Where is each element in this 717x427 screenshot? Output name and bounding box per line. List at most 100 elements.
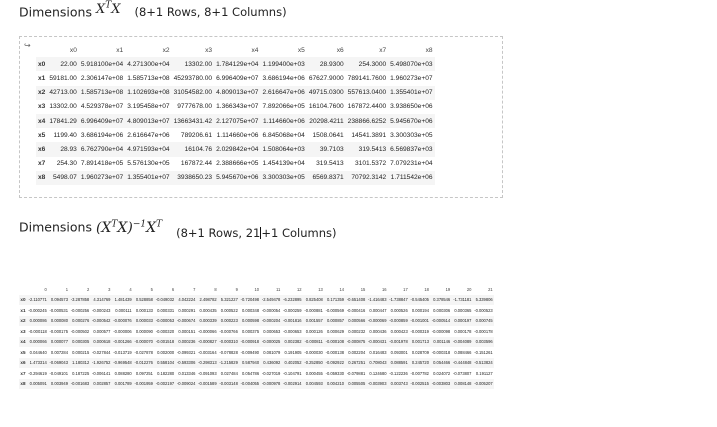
table-row: x6 28.93 6.762790e+04 4.971593e+04 16104.76 2… [36, 142, 435, 157]
table-cell: 254.3000 [345, 57, 389, 72]
table-cell: -1.738847 [387, 294, 410, 305]
table-cell: 0.587940 [239, 357, 261, 368]
dimensions-subtitle: (8+1 Rows, 21+1 Columns) [176, 226, 336, 240]
matrix-xtx-heading: Dimensions XTX (8+1 Rows, 8+1 Columns) [19, 1, 287, 20]
table-cell: 0.016483 [369, 349, 387, 355]
table-cell: 0.000447 [369, 307, 387, 313]
table-row: x5 1199.40 3.686194e+06 2.616647e+06 789206.… [36, 128, 435, 142]
table-cell: -0.078828 [219, 349, 238, 355]
table-cell: -0.294619 [28, 370, 47, 376]
table-cell: -0.444848 [451, 357, 473, 368]
column-header: x3 [205, 46, 213, 54]
table-cell: 0.002857 [90, 378, 112, 389]
table-cell: 6.845068e+04 [262, 131, 305, 139]
table-cell: 2.127075e+07 [214, 113, 261, 129]
table-cell: -0.000531 [49, 307, 68, 313]
table-cell: -0.000245 [28, 307, 47, 313]
table-cell: 0.708043 [366, 357, 388, 368]
table-cell: 0.000232 [348, 328, 366, 334]
table-cell: 0.002382 [281, 336, 303, 347]
column-header: 1 [65, 286, 68, 292]
table-cell: -0.000310 [218, 336, 240, 347]
table-cell: -0.000502 [70, 328, 90, 334]
table-row: x7 254.30 7.891418e+05 5.576130e+05 167872.4… [36, 157, 435, 171]
table-cell: 4.809013e+07 [214, 85, 261, 100]
table-cell: -0.252850 [302, 357, 325, 368]
table-cell: 0.097251 [135, 370, 153, 376]
table-row: x0 -2.110771 0.094573 -3.287858 4.314769 1.48… [19, 294, 495, 305]
row-header: x5 [20, 349, 26, 355]
table-cell: 0.528858 [133, 294, 155, 305]
table-cell: 22.00 [47, 57, 79, 72]
table-cell: 1.585713e+08 [127, 74, 170, 82]
table-cell: -0.000416 [346, 307, 366, 313]
table-cell: 0.187225 [72, 370, 90, 376]
table-row: x6 1.473314 -0.069043 1.180312 -1.926752 -0.9… [19, 357, 495, 368]
table-cell: 254.30 [56, 160, 77, 168]
column-header: x1 [116, 46, 124, 54]
table-cell: 0.000306 [433, 307, 451, 313]
table-cell: -0.001589 [196, 378, 219, 389]
table-cell: 0.000066 [26, 336, 49, 347]
table-cell: 0.558104 [154, 357, 176, 368]
table-cell: 1.114660e+06 [260, 113, 307, 129]
table-cell: 0.003596 [472, 336, 495, 347]
table-cell: -0.003164 [198, 349, 217, 355]
table-cell: -0.012276 [133, 357, 155, 368]
table-cell: -1.416483 [366, 294, 388, 305]
table-cell: 0.000348 [242, 307, 260, 313]
inverse-table: 0 1 2 3 4 5 6 7 8 9 10 11 12 13 14 15 16 17 18 19 20 21 x0 -2.… [19, 284, 495, 389]
table-cell: -0.000259 [283, 307, 302, 313]
table-cell: -0.001001 [409, 315, 431, 326]
row-header: x6 [36, 142, 48, 157]
column-header: 5 [150, 286, 153, 292]
table-cell: 5498.07 [47, 170, 79, 185]
output-icon[interactable]: ↪ [24, 41, 31, 50]
table-cell: 0.004593 [302, 378, 325, 389]
table-cell: 0.003949 [48, 378, 70, 389]
column-header: 12 [297, 286, 302, 292]
table-cell: -0.027878 [134, 349, 153, 355]
table-cell: -0.000875 [345, 336, 367, 347]
table-cell: 5.945670e+06 [214, 170, 261, 185]
table-cell: 0.000745 [472, 315, 495, 326]
table-cell: 0.028709 [411, 349, 429, 355]
row-header: x4 [19, 336, 27, 347]
heading-label: Dimensions [19, 4, 92, 20]
table-cell: 0.002000 [157, 349, 175, 355]
table-cell: 0.000194 [411, 307, 429, 313]
table-cell: 0.000111 [115, 307, 132, 313]
table-cell: -2.549478 [260, 294, 282, 305]
table-cell: 1.960273e+07 [390, 74, 433, 82]
table-cell: -0.000030 [304, 349, 323, 355]
table-cell: 1.508064e+03 [260, 142, 307, 157]
table-row: x4 17841.29 6.996409e+07 4.809013e+07 136634… [36, 113, 435, 129]
table-cell: 4.314769 [90, 294, 112, 305]
table-cell: 1.355401e+07 [388, 85, 435, 100]
table-cell: 0.000305 [69, 336, 91, 347]
table-cell: 0.000375 [242, 328, 260, 334]
table-cell: 17841.29 [47, 113, 79, 129]
table-cell: -0.000320 [155, 328, 175, 334]
table-cell: 0.027484 [220, 370, 238, 376]
column-header: 19 [445, 286, 451, 292]
table-cell: 1.199400e+03 [260, 57, 307, 72]
table-cell: 0.000857 [324, 315, 346, 326]
table-cell: 0.267251 [345, 357, 367, 368]
column-header: 16 [381, 286, 387, 292]
table-cell: 3.686194e+06 [80, 131, 124, 139]
row-header: x1 [38, 74, 46, 82]
table-cell: 0.088466 [454, 349, 472, 355]
table-cell: -0.004089 [451, 336, 473, 347]
table-cell: 6.762790e+04 [78, 142, 126, 157]
table-cell: -0.079881 [346, 370, 366, 376]
table-cell: 0.000423 [390, 328, 408, 334]
table-cell: 0.436092 [260, 357, 282, 368]
table-cell: 4.529378e+07 [80, 103, 124, 111]
table-cell: 1.114660e+06 [216, 131, 259, 139]
row-header: x3 [20, 328, 26, 334]
table-cell: -0.000054 [261, 307, 281, 313]
table-cell: 13663431.42 [171, 113, 215, 129]
table-cell: 49715.0300 [306, 85, 346, 100]
table-cell: 16104.76 [171, 142, 215, 157]
